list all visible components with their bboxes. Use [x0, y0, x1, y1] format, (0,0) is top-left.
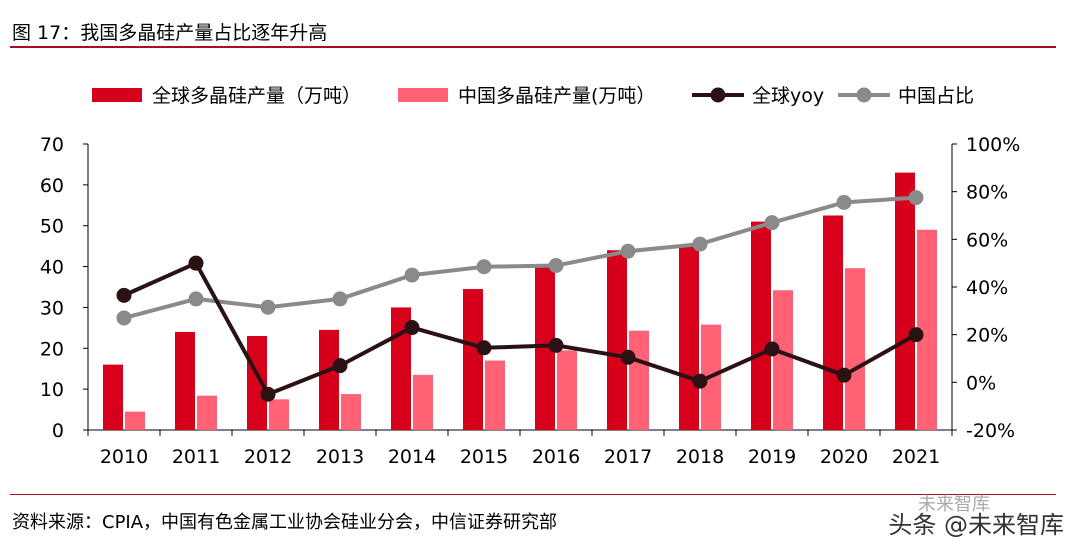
- global-yoy-point: [404, 320, 420, 336]
- global-yoy-point: [548, 337, 564, 353]
- china-share-point: [404, 267, 420, 283]
- source-note: 资料来源：CPIA，中国有色金属工业协会硅业分会，中信证券研究部: [12, 512, 558, 533]
- global-output-bar: [103, 364, 123, 430]
- china-share-point: [476, 259, 492, 275]
- right-tick-label: 60%: [966, 229, 1008, 251]
- x-tick-label: 2013: [316, 446, 364, 468]
- global-output-bar: [319, 329, 339, 430]
- watermark-faint: 未来智库: [918, 494, 990, 515]
- legend-label-global-yoy: 全球yoy: [752, 85, 824, 107]
- legend-swatch-global-output: [92, 88, 142, 102]
- legend-marker-china-share: [856, 87, 872, 103]
- china-output-bar: [917, 229, 937, 430]
- left-tick-label: 30: [40, 297, 64, 319]
- x-tick-label: 2018: [676, 446, 724, 468]
- right-tick-label: 40%: [966, 277, 1008, 299]
- right-tick-label: -20%: [966, 420, 1015, 442]
- china-output-bar: [197, 395, 217, 430]
- watermark: 头条 @未来智库: [888, 511, 1064, 539]
- legend-marker-global-yoy: [710, 87, 726, 103]
- x-tick-label: 2015: [460, 446, 508, 468]
- chart-title: 图 17：我国多晶硅产量占比逐年升高: [12, 22, 328, 44]
- global-yoy-point: [188, 255, 204, 271]
- global-yoy-point: [836, 367, 852, 383]
- left-tick-label: 20: [40, 338, 64, 360]
- china-share-point: [836, 194, 852, 210]
- china-share-line: [123, 195, 917, 320]
- global-output-bar: [463, 289, 483, 430]
- legend-label-china-output: 中国多晶硅产量(万吨）: [458, 85, 655, 107]
- lines: [116, 190, 924, 402]
- china-output-bar: [341, 394, 361, 430]
- x-tick-label: 2020: [820, 446, 868, 468]
- axes: 0 10 20 30 40 50 60 70 -20% 0% 20% 40% 60% 80% 100% 201…: [40, 134, 1021, 468]
- global-yoy-point: [692, 373, 708, 389]
- china-share-point: [764, 215, 780, 231]
- china-share-point: [620, 243, 636, 259]
- global-yoy-line: [123, 261, 917, 397]
- china-output-bar: [269, 399, 289, 430]
- x-tick-label: 2010: [100, 446, 148, 468]
- right-tick-label: 20%: [966, 325, 1008, 347]
- china-share-point: [692, 236, 708, 252]
- global-yoy-point: [116, 287, 132, 303]
- left-tick-label: 60: [40, 175, 64, 197]
- left-tick-label: 0: [52, 420, 64, 442]
- global-output-bar: [535, 266, 555, 430]
- global-output-bar: [607, 250, 627, 430]
- china-output-bar: [125, 411, 145, 430]
- left-tick-label: 70: [40, 134, 64, 156]
- x-tick-label: 2011: [172, 446, 220, 468]
- global-output-bar: [175, 331, 195, 430]
- source-divider: [10, 494, 1056, 495]
- x-tick-label: 2021: [892, 446, 940, 468]
- x-tick-label: 2017: [604, 446, 652, 468]
- x-tick-label: 2012: [244, 446, 292, 468]
- x-tick-label: 2016: [532, 446, 580, 468]
- china-output-bar: [485, 360, 505, 430]
- global-output-bar: [823, 215, 843, 430]
- right-tick-label: 100%: [966, 134, 1020, 156]
- global-yoy-point: [476, 340, 492, 356]
- china-output-bar: [845, 268, 865, 430]
- global-yoy-point: [620, 349, 636, 365]
- china-share-point: [188, 291, 204, 307]
- china-share-point: [116, 310, 132, 326]
- x-tick-label: 2019: [748, 446, 796, 468]
- left-tick-label: 50: [40, 216, 64, 238]
- china-share-point: [908, 190, 924, 206]
- global-yoy-point: [260, 386, 276, 402]
- legend: 全球多晶硅产量（万吨） 中国多晶硅产量(万吨） 全球yoy 中国占比: [92, 85, 974, 107]
- left-tick-label: 10: [40, 379, 64, 401]
- title-divider: [10, 46, 1056, 48]
- china-share-point: [332, 291, 348, 307]
- right-tick-label: 80%: [966, 182, 1008, 204]
- x-tick-label: 2014: [388, 446, 436, 468]
- global-output-bar: [679, 246, 699, 430]
- global-output-bar: [247, 336, 267, 430]
- china-share-point: [260, 299, 276, 315]
- legend-label-global-output: 全球多晶硅产量（万吨）: [152, 85, 361, 107]
- global-output-bar: [895, 172, 915, 430]
- legend-label-china-share: 中国占比: [898, 85, 974, 107]
- legend-swatch-china-output: [398, 88, 448, 102]
- global-yoy-point: [332, 358, 348, 374]
- global-output-bar: [751, 221, 771, 430]
- china-output-bar: [413, 374, 433, 430]
- china-output-bar: [773, 290, 793, 430]
- china-share-point: [548, 258, 564, 274]
- right-tick-label: 0%: [966, 372, 996, 394]
- global-yoy-point: [764, 341, 780, 357]
- china-output-bar: [629, 330, 649, 430]
- china-output-bar: [557, 350, 577, 430]
- global-yoy-point: [908, 327, 924, 343]
- left-tick-label: 40: [40, 257, 64, 279]
